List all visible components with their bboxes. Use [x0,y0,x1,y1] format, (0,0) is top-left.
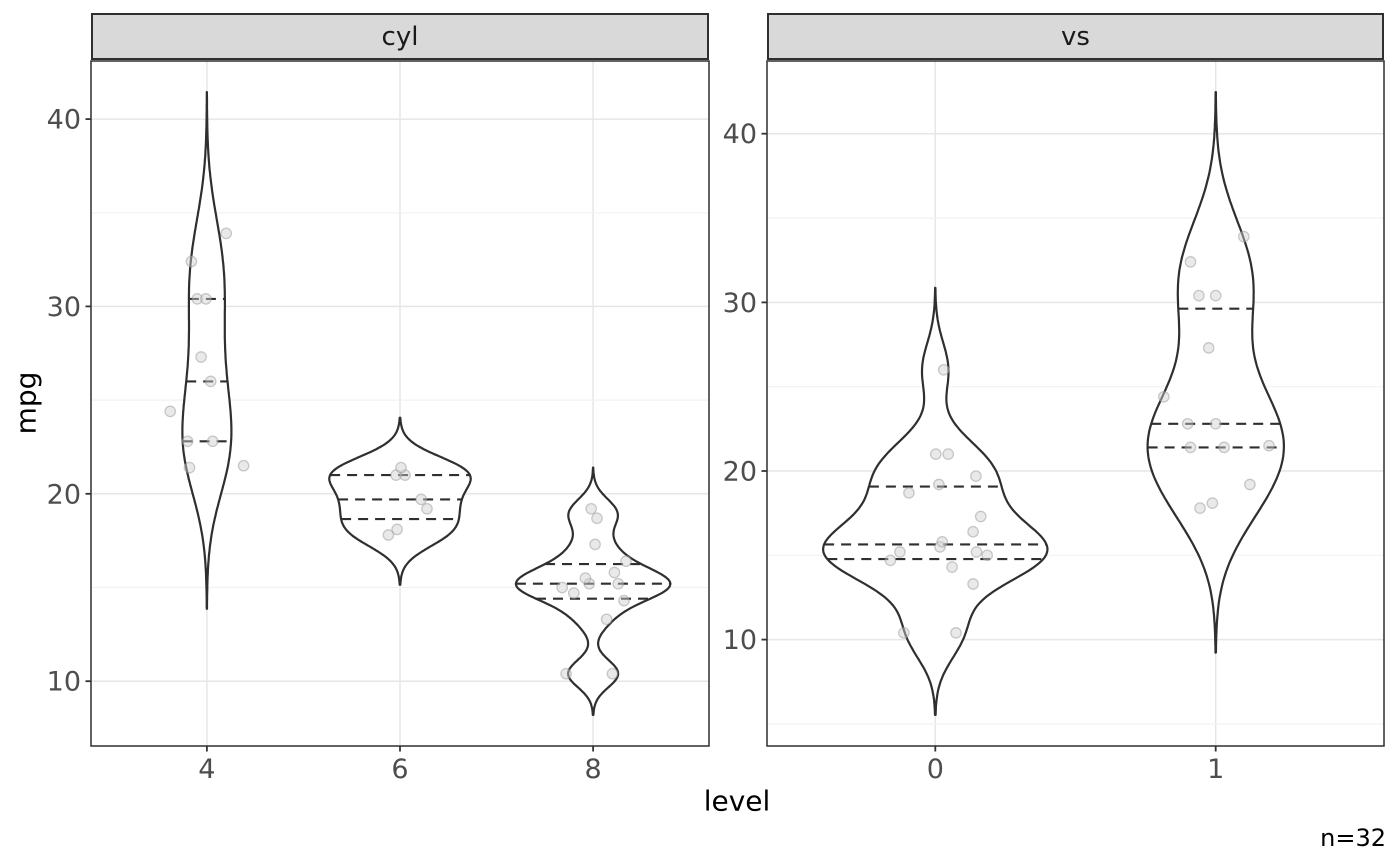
data-point [929,448,942,460]
data-point [620,555,632,568]
data-point [936,535,949,548]
data-point [1184,256,1197,268]
data-point [1181,417,1194,430]
y-tick-label: 20 [723,456,757,487]
y-tick-label: 30 [723,288,757,319]
data-point [585,502,598,515]
data-point [591,512,603,525]
data-point [612,577,625,590]
violin-cyl-4 [181,91,233,610]
y-tick-label: 30 [47,292,81,323]
violin-cyl-6 [328,416,472,586]
data-point [1202,342,1215,354]
data-point [382,529,395,541]
data-point [181,435,194,448]
x-tick-label: 8 [585,754,602,785]
data-point [1218,441,1230,454]
data-point [967,578,979,590]
data-point [884,554,897,567]
data-point [970,470,982,482]
data-point [415,493,428,506]
facet-strip-cyl: cyl [91,13,709,60]
panel-border [766,60,1385,747]
x-tick-label: 6 [391,754,408,785]
data-point [937,363,950,376]
data-point [1157,390,1170,403]
data-point [183,461,196,474]
data-point [560,667,572,680]
x-axis-title: level [703,784,771,818]
data-point [606,667,619,680]
facet-panel-cyl: 4 6 8 10 20 30 40 [47,60,710,785]
data-point [950,627,962,639]
y-tick-label: 10 [723,625,757,656]
data-point [195,351,207,363]
x-tick-label: 1 [1207,754,1224,785]
facet-strip-vs: vs [767,13,1384,60]
data-point [946,561,958,573]
y-tick-label: 10 [47,667,81,698]
data-point [567,587,580,599]
data-point [1209,417,1222,430]
data-point [600,613,613,626]
data-point [204,375,217,388]
data-point [556,581,569,594]
data-point [1263,439,1275,452]
panel-border [90,60,710,747]
data-point [206,435,219,448]
data-point [974,510,987,523]
data-point [220,227,233,240]
y-axis-title: mpg [9,371,43,435]
data-point [1237,230,1250,243]
y-tick-label: 40 [723,119,757,150]
data-point [894,546,906,558]
facet-strip-label: vs [1061,21,1090,52]
y-tick-label: 20 [47,479,81,510]
violin-vs-1 [1146,91,1285,654]
data-point [1244,478,1256,491]
data-point [898,627,910,639]
x-tick-label: 4 [198,754,215,785]
violin-vs-0 [822,286,1049,716]
data-point [185,255,198,268]
y-tick-label: 40 [47,105,81,136]
data-point [200,293,212,305]
data-point [933,478,945,491]
data-point [967,525,979,538]
data-point [579,572,592,584]
data-point [981,549,994,562]
sample-size-caption: n=32 [1320,824,1386,852]
data-point [608,566,621,579]
data-point [395,461,407,474]
data-point [618,594,630,607]
data-point [1184,441,1197,454]
data-point [1193,289,1205,302]
data-point [1209,289,1222,302]
data-point [1194,502,1206,514]
data-point [942,448,955,460]
data-point [903,487,915,499]
data-point [1206,497,1219,509]
data-point [589,538,601,551]
data-point [421,502,433,515]
data-point [237,459,250,472]
violin-cyl-8 [514,466,672,716]
data-point [164,405,177,418]
facet-panel-vs: 0 1 10 20 30 40 [723,60,1385,785]
data-point [391,523,403,536]
facet-strip-label: cyl [381,21,419,52]
data-point [970,546,983,558]
data-point [191,293,204,305]
x-tick-label: 0 [927,754,944,785]
